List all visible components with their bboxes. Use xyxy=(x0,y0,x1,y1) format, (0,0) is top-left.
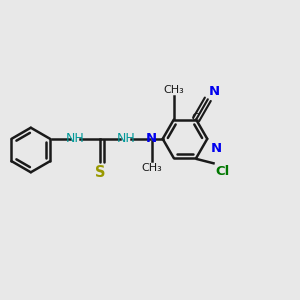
Text: N: N xyxy=(211,142,222,155)
Text: Cl: Cl xyxy=(216,166,230,178)
Text: NH: NH xyxy=(116,132,135,145)
Text: N: N xyxy=(146,132,157,145)
Text: CH₃: CH₃ xyxy=(164,85,184,95)
Text: S: S xyxy=(95,165,106,180)
Text: CH₃: CH₃ xyxy=(141,163,162,173)
Text: N: N xyxy=(209,85,220,98)
Text: C: C xyxy=(192,112,200,123)
Text: NH: NH xyxy=(65,132,84,145)
